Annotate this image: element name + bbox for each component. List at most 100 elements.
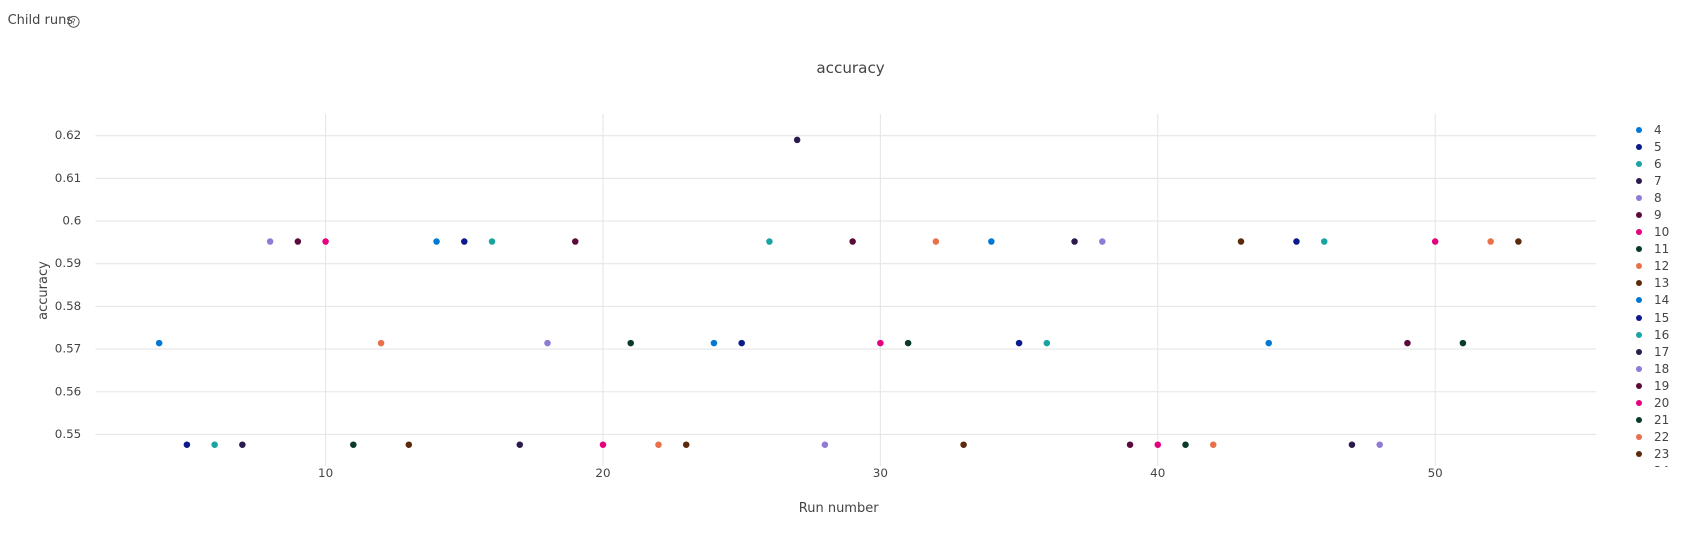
data-point	[571, 238, 579, 245]
legend-label: 10	[1654, 225, 1670, 240]
data-point	[1348, 441, 1356, 448]
data-point	[766, 238, 773, 245]
legend-label: 20	[1654, 396, 1670, 411]
legend-label: 21	[1654, 413, 1670, 428]
legend-swatch	[1636, 194, 1642, 201]
y-tick-label: 0.57	[55, 342, 82, 356]
data-point	[1376, 441, 1383, 448]
legend-swatch	[1636, 246, 1642, 253]
data-point	[1237, 238, 1245, 245]
legend-swatch	[1636, 126, 1642, 133]
legend-swatch	[1636, 263, 1642, 270]
data-point	[155, 339, 163, 347]
legend-label: 19	[1654, 378, 1670, 393]
legend-label: 24	[1654, 464, 1669, 467]
data-point	[682, 441, 690, 448]
data-point	[544, 339, 551, 347]
legend-item[interactable]: 7	[1636, 172, 1692, 189]
legend-item[interactable]: 22	[1636, 429, 1692, 446]
legend-label: 4	[1654, 122, 1662, 137]
legend-item[interactable]: 6	[1636, 155, 1692, 172]
data-point	[932, 238, 940, 245]
legend-swatch	[1636, 331, 1642, 338]
data-point	[1431, 238, 1439, 245]
legend-label: 11	[1654, 242, 1670, 257]
y-tick-label: 0.58	[55, 299, 82, 313]
x-tick-label: 40	[1150, 466, 1165, 480]
legend-label: 22	[1654, 430, 1670, 445]
data-point	[599, 441, 607, 448]
legend-item[interactable]: 5	[1636, 138, 1692, 155]
legend-item[interactable]: 12	[1636, 258, 1692, 275]
data-point	[1210, 441, 1217, 448]
page-title: Child runs	[8, 13, 74, 28]
legend-item[interactable]: 23	[1636, 446, 1692, 463]
y-tick-label: 0.59	[55, 256, 82, 270]
legend-item[interactable]: 14	[1636, 292, 1692, 309]
data-point	[322, 238, 329, 245]
legend-swatch	[1636, 212, 1642, 219]
legend-label: 15	[1654, 310, 1670, 325]
legend-item[interactable]: 10	[1636, 224, 1692, 241]
legend-item[interactable]: 24	[1636, 463, 1692, 467]
legend-swatch	[1636, 280, 1642, 287]
data-point	[1265, 339, 1272, 347]
legend-label: 12	[1654, 259, 1670, 274]
legend-swatch	[1636, 314, 1642, 321]
data-point	[433, 238, 440, 245]
legend-swatch	[1636, 417, 1642, 424]
svg-text:?: ?	[72, 17, 76, 26]
legend-item[interactable]: 13	[1636, 275, 1692, 292]
legend-label: 13	[1654, 276, 1670, 291]
data-point	[960, 441, 967, 448]
legend-item[interactable]: 9	[1636, 206, 1692, 223]
data-point	[793, 136, 801, 144]
data-point	[1293, 238, 1300, 245]
legend-label: 9	[1654, 208, 1662, 223]
data-point	[377, 339, 385, 347]
data-point	[710, 339, 718, 347]
data-point	[1099, 238, 1106, 245]
y-tick-label: 0.55	[55, 427, 82, 441]
data-point	[405, 441, 413, 448]
data-point	[294, 238, 302, 245]
data-point	[516, 441, 524, 448]
y-axis-label: accuracy	[36, 261, 51, 320]
legend-item[interactable]: 18	[1636, 360, 1692, 377]
data-point	[1459, 339, 1467, 347]
data-point	[655, 441, 662, 448]
legend-item[interactable]: 17	[1636, 343, 1692, 360]
x-tick-label: 10	[318, 466, 333, 480]
help-icon[interactable]: ?	[67, 15, 80, 28]
legend-swatch	[1636, 143, 1642, 150]
legend-swatch	[1636, 297, 1642, 304]
data-point	[350, 441, 357, 448]
legend-swatch	[1636, 382, 1642, 389]
chart-title: accuracy	[816, 59, 884, 77]
x-tick-label: 20	[595, 466, 610, 480]
data-point	[627, 339, 634, 347]
legend-item[interactable]: 4	[1636, 121, 1692, 138]
legend-swatch	[1636, 434, 1642, 441]
data-point	[1015, 339, 1023, 347]
x-tick-label: 30	[873, 466, 888, 480]
legend-item[interactable]: 8	[1636, 189, 1692, 206]
legend-label: 23	[1654, 447, 1670, 462]
legend-label: 16	[1654, 327, 1670, 342]
legend-item[interactable]: 15	[1636, 309, 1692, 326]
legend-label: 8	[1654, 190, 1662, 205]
data-point	[877, 339, 884, 347]
legend-label: 5	[1654, 139, 1662, 154]
legend[interactable]: 4567891011121314151617181920212223242526…	[1636, 121, 1692, 467]
legend-item[interactable]: 19	[1636, 377, 1692, 394]
legend-swatch	[1636, 229, 1642, 236]
legend-item[interactable]: 11	[1636, 241, 1692, 258]
legend-label: 18	[1654, 361, 1670, 376]
legend-item[interactable]: 21	[1636, 412, 1692, 429]
data-point	[1071, 238, 1078, 245]
data-point	[1487, 238, 1494, 245]
legend-item[interactable]: 16	[1636, 326, 1692, 343]
legend-item[interactable]: 20	[1636, 395, 1692, 412]
